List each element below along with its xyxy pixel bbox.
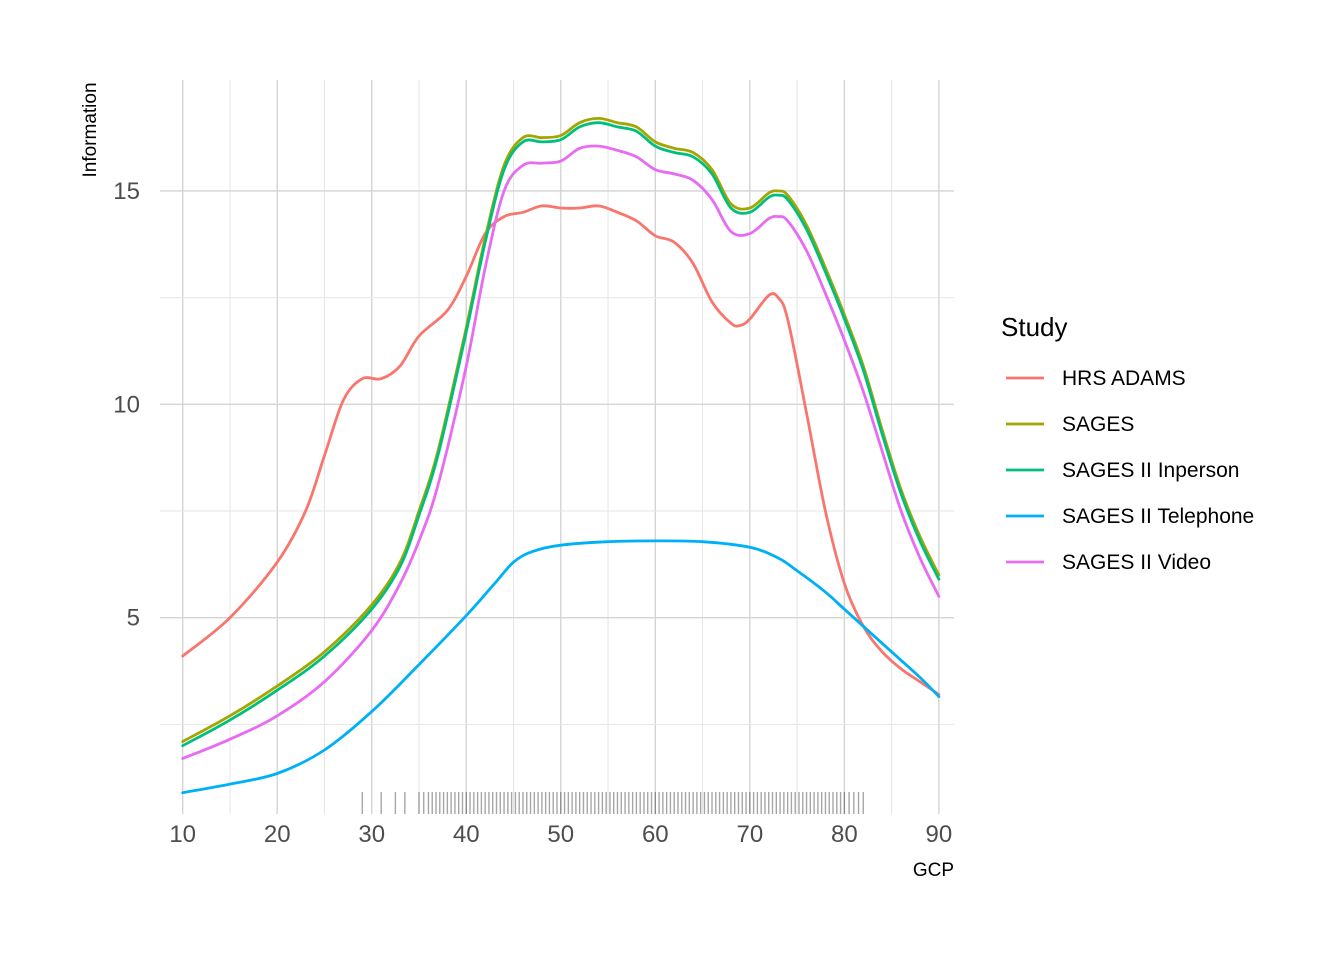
rug	[361, 792, 864, 814]
x-tick-label: 90	[926, 821, 953, 848]
legend-title: Study	[1001, 312, 1068, 342]
x-tick-label: 50	[547, 821, 574, 848]
legend-label-sages: SAGES	[1062, 413, 1134, 436]
x-tick-label: 60	[642, 821, 669, 848]
y-tick-label: 5	[127, 605, 140, 632]
legend-label-sages-ii-inperson: SAGES II Inperson	[1062, 459, 1239, 482]
legend: Study HRS ADAMS SAGES SAGES II Inperson SAG…	[1001, 312, 1254, 574]
legend-label-hrs-adams: HRS ADAMS	[1062, 367, 1186, 390]
tick-labels: 10 20 30 40 50 60 70 80 90 5 10 15	[113, 178, 952, 848]
legend-label-sages-ii-telephone: SAGES II Telephone	[1062, 505, 1254, 528]
series-line-hrs-adams	[181, 204, 941, 696]
x-axis-title: GCP	[913, 860, 954, 881]
grid	[160, 80, 954, 814]
series-line-sages-ii-inperson	[181, 121, 941, 748]
y-tick-label: 10	[113, 391, 140, 418]
x-tick-label: 70	[736, 821, 763, 848]
series-line-sages-ii-telephone	[181, 539, 941, 795]
y-tick-label: 15	[113, 178, 140, 205]
x-tick-label: 80	[831, 821, 858, 848]
x-tick-label: 20	[264, 821, 291, 848]
series-line-sages-ii-video	[181, 144, 941, 760]
x-tick-label: 40	[453, 821, 480, 848]
legend-label-sages-ii-video: SAGES II Video	[1062, 551, 1211, 574]
series-lines	[181, 117, 941, 795]
x-tick-label: 10	[169, 821, 196, 848]
y-axis-title: Information	[80, 82, 101, 177]
x-tick-label: 30	[358, 821, 385, 848]
